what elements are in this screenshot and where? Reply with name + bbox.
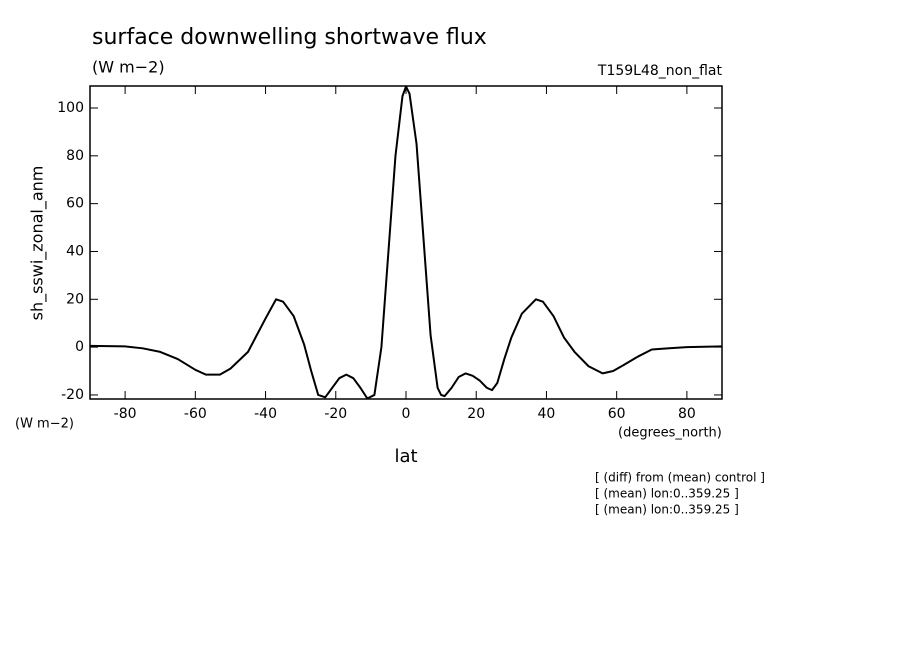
x-tick-label: 80 xyxy=(678,406,696,422)
data-line xyxy=(89,85,723,400)
x-tick-label: 0 xyxy=(402,406,411,422)
x-tick-label: -60 xyxy=(184,406,207,422)
x-tick-label: 40 xyxy=(538,406,556,422)
y-unit: (W m−2) xyxy=(15,417,74,432)
x-unit: (degrees_north) xyxy=(618,426,722,441)
x-tick-label: 20 xyxy=(467,406,485,422)
plot-frame xyxy=(89,85,723,400)
y-tick-label: -20 xyxy=(61,387,84,403)
y-tick-label: 0 xyxy=(75,339,84,355)
x-tick-label: -20 xyxy=(324,406,347,422)
y-tick-label: 20 xyxy=(66,291,84,307)
note: [ (mean) lon:0..359.25 ] xyxy=(595,503,739,517)
x-tick-label: 60 xyxy=(608,406,626,422)
note: [ (diff) from (mean) control ] xyxy=(595,471,765,485)
x-axis-label: lat xyxy=(394,446,417,467)
y-tick-label: 40 xyxy=(66,243,84,259)
chart-title: surface downwelling shortwave flux xyxy=(92,25,487,50)
subtitle: (W m−2) xyxy=(92,58,165,77)
annotation: T159L48_non_flat xyxy=(597,63,723,79)
y-tick-label: 100 xyxy=(57,100,84,116)
x-tick-label: -40 xyxy=(254,406,277,422)
note: [ (mean) lon:0..359.25 ] xyxy=(595,487,739,501)
y-tick-label: 60 xyxy=(66,196,84,212)
y-axis-label: sh_sswi_zonal_anm xyxy=(28,166,48,321)
x-tick-label: -80 xyxy=(114,406,137,422)
y-tick-label: 80 xyxy=(66,148,84,164)
